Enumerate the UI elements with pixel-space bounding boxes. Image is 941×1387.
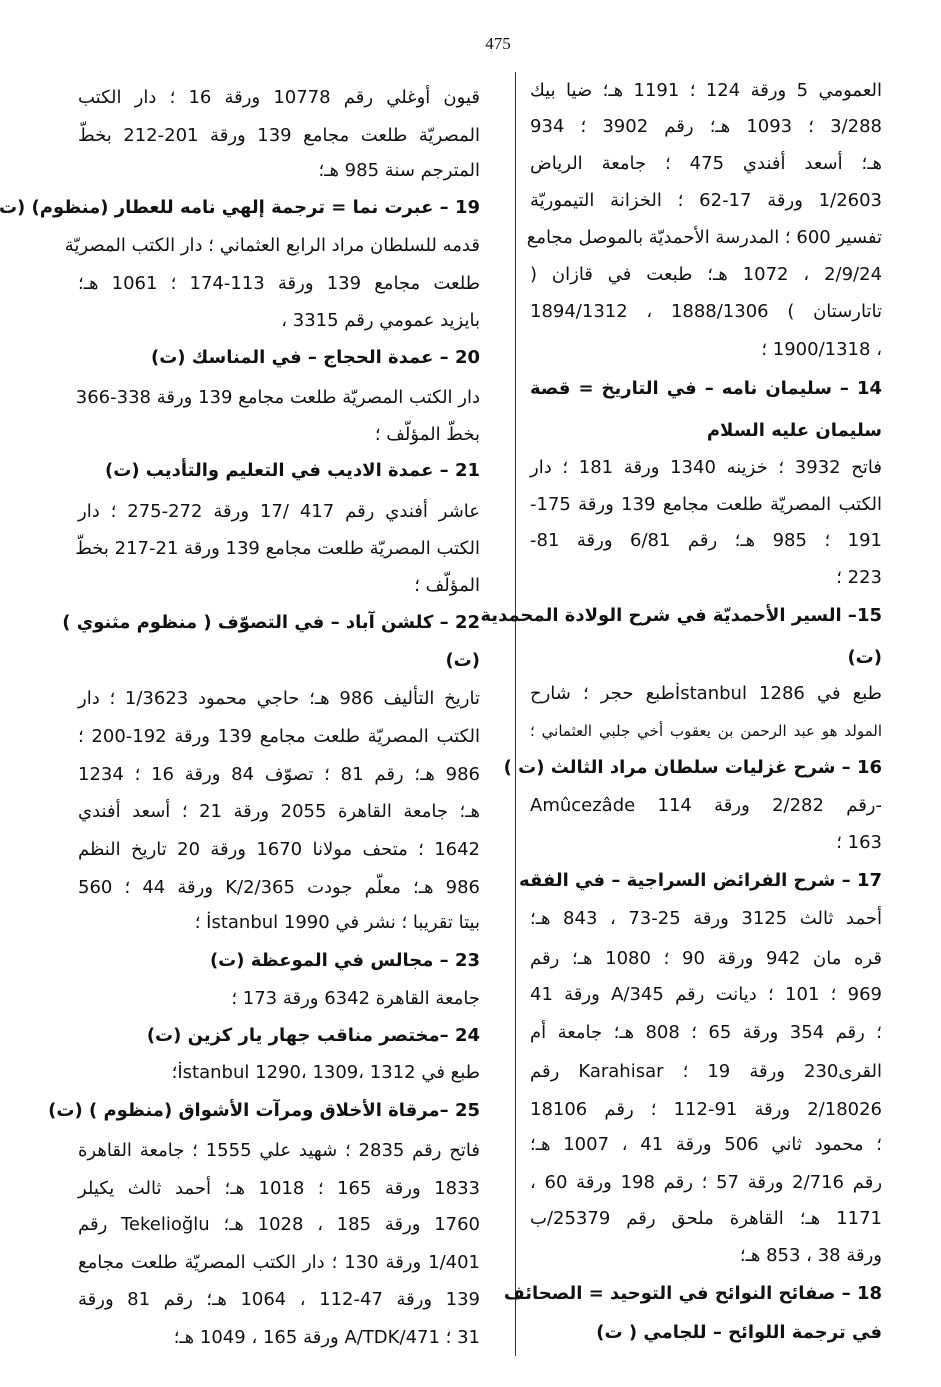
text-line: ورقة 38 ، 853 هـ؛ bbox=[739, 1245, 882, 1266]
text-line: ؛ محمود ثاني 506 ورقة 41 ، 1007 هـ؛ bbox=[530, 1134, 882, 1155]
text-line: بايزيد عمومي رقم 3315 ، bbox=[281, 310, 480, 331]
entry-heading-line: 20 – عمدة الحجاج – في المناسك (ت) bbox=[150, 347, 480, 368]
text-line: طلعت مجامع 139 ورقة 113-174 ؛ 1061 هـ؛ bbox=[78, 273, 480, 294]
text-line: تاتارستان ) 1888/1306 ، 1894/1312 bbox=[530, 301, 882, 322]
text-line: ، 1900/1318 ؛ bbox=[761, 339, 882, 360]
text-line: 986 هـ؛ معلّم جودت 2/365/K ورقة 44 ؛ 560 bbox=[78, 877, 480, 898]
text-line: عاشر أفندي رقم 417 /17 ورقة 272-275 ؛ دا… bbox=[78, 501, 480, 522]
entry-heading-line: 16 – شرح غزليات سلطان مراد الثالث (ت ) bbox=[503, 757, 882, 778]
text-line: تفسير 600 ؛ المدرسة الأحمديّة بالموصل مج… bbox=[526, 227, 882, 248]
text-line: ؛ رقم 354 ورقة 65 ؛ 808 هـ؛ جامعة أم bbox=[530, 1022, 882, 1043]
text-line: القرى230 ورقة 19 ؛ Karahisar رقم bbox=[530, 1061, 883, 1082]
text-line: العمومي 5 ورقة 124 ؛ 1191 هـ؛ ضيا بيك bbox=[530, 80, 882, 101]
text-line: قدمه للسلطان مراد الرابع العثماني ؛ دار … bbox=[64, 235, 480, 256]
text-line: 163 ؛ bbox=[836, 832, 882, 853]
text-line: هـ؛ أسعد أفندي 475 ؛ جامعة الرياض bbox=[530, 153, 882, 174]
text-line: المولد هو عبد الرحمن بن يعقوب أخي جلبي ا… bbox=[530, 722, 882, 740]
entry-heading-line: 22 – كلشن آباد – في التصوّف ( منظوم مثنو… bbox=[62, 612, 480, 633]
entry-heading-line: في ترجمة اللوائح – للجامي ( ت) bbox=[596, 1322, 882, 1343]
entry-heading-line: (ت) bbox=[445, 650, 480, 671]
text-line: Amûcezâde رقم 2/282 ورقة 114- bbox=[530, 795, 882, 816]
entry-heading-line: 18 – صفائح النوائح في التوحيد = الصحائف bbox=[503, 1283, 882, 1304]
text-line: تاريخ التأليف 986 هـ؛ حاجي محمود 1/3623 … bbox=[78, 688, 480, 709]
text-line: 1171 هـ؛ القاهرة ملحق رقم 25379/ب bbox=[530, 1208, 882, 1229]
text-line: المترجم سنة 985 هـ؛ bbox=[318, 160, 480, 181]
text-line: قيون أوغلي رقم 10778 ورقة 16 ؛ دار الكتب bbox=[78, 87, 480, 108]
text-line: الكتب المصريّة طلعت مجامع 139 ورقة 192-2… bbox=[78, 726, 480, 747]
text-line: فاتح رقم 2835 ؛ شهيد علي 1555 ؛ جامعة ال… bbox=[78, 1140, 481, 1161]
text-line: 1/2603 ورقة 17-62 ؛ الخزانة التيموريّة bbox=[530, 190, 882, 211]
text-line: الكتب المصريّة طلعت مجامع 139 ورقة 175- bbox=[530, 494, 882, 515]
page-number: 475 bbox=[485, 34, 511, 53]
text-line: طبع في İstanbul 1286طبع حجر ؛ شارح bbox=[530, 683, 883, 704]
text-line: أحمد ثالث 3125 ورقة 25-73 ، 843 هـ؛ bbox=[530, 908, 882, 929]
text-line: 969 ؛ 101 ؛ ديانت رقم 345/A ورقة 41 bbox=[530, 984, 882, 1005]
text-line: 1/401 ورقة 130 ؛ دار الكتب المصريّة طلعت… bbox=[78, 1252, 480, 1273]
text-line: المصريّة طلعت مجامع 139 ورقة 201-212 بخط… bbox=[78, 125, 481, 146]
entry-heading-line: 14 – سليمان نامه – في التاريخ = قصة bbox=[530, 378, 882, 399]
text-line: 1642 ؛ متحف مولانا 1670 ورقة 20 تاريخ ال… bbox=[78, 839, 480, 860]
entry-heading-line: 21 – عمدة الاديب في التعليم والتأديب (ت) bbox=[105, 460, 480, 481]
entry-heading-line: 19 – عبرت نما = ترجمة إلهي نامه للعطار (… bbox=[0, 197, 480, 218]
text-line: 1833 ورقة 165 ؛ 1018 هـ؛ أحمد ثالث يكيلر bbox=[78, 1178, 480, 1199]
text-line: الكتب المصريّة طلعت مجامع 139 ورقة 21-21… bbox=[75, 538, 480, 559]
text-line: فاتح 3932 ؛ خزينه 1340 ورقة 181 ؛ دار bbox=[530, 457, 882, 478]
text-line: المؤلّف ؛ bbox=[414, 575, 480, 596]
text-line: بيتا تقريبا ؛ نشر في İstanbul 1990 ؛ bbox=[194, 912, 480, 933]
text-line: رقم 2/716 ورقة 57 ؛ رقم 198 ورقة 60 ، bbox=[530, 1172, 883, 1193]
text-line: 31 ؛ 471/A/TDK ورقة 165 ، 1049 هـ؛ bbox=[173, 1327, 480, 1348]
text-line: 1760 ورقة 185 ، 1028 هـ؛ Tekelioğlu رقم bbox=[78, 1214, 480, 1235]
text-line: دار الكتب المصريّة طلعت مجامع 139 ورقة 3… bbox=[75, 387, 480, 408]
text-line: 3/288 ؛ 1093 هـ؛ رقم 3902 ؛ 934 bbox=[530, 116, 882, 137]
text-line: 139 ورقة 47-112 ، 1064 هـ؛ رقم 81 ورقة bbox=[78, 1289, 480, 1310]
entry-heading-line: 25 –مرقاة الأخلاق ومرآت الأشواق (منظوم )… bbox=[48, 1100, 480, 1121]
entry-heading-line: سليمان عليه السلام bbox=[706, 420, 882, 441]
entry-heading-line: 23 – مجالس في الموعظة (ت) bbox=[209, 950, 480, 971]
text-line: 986 هـ؛ رقم 81 ؛ تصوّف 84 ورقة 16 ؛ 1234 bbox=[78, 764, 480, 785]
text-line: بخطّ المؤلّف ؛ bbox=[374, 424, 480, 445]
text-line: هـ؛ جامعة القاهرة 2055 ورقة 21 ؛ أسعد أف… bbox=[78, 801, 480, 822]
text-line: جامعة القاهرة 6342 ورقة 173 ؛ bbox=[231, 988, 480, 1009]
entry-heading-line: (ت) bbox=[847, 647, 882, 668]
entry-heading-line: 24 –مختصر مناقب جهار يار كزين (ت) bbox=[146, 1025, 480, 1046]
entry-heading-line: 17 – شرح الفرائض السراجية – في الفقه bbox=[519, 870, 882, 891]
entry-heading-line: 15– السير الأحمديّة في شرح الولادة المحم… bbox=[480, 605, 882, 626]
text-line: 191 ؛ 985 هـ؛ رقم 6/81 ورقة 81- bbox=[530, 530, 882, 551]
text-line: طبع في İstanbul 1290، 1309، 1312؛ bbox=[171, 1062, 480, 1083]
text-line: 223 ؛ bbox=[836, 567, 882, 588]
text-line: قره مان 942 ورقة 90 ؛ 1080 هـ؛ رقم bbox=[530, 948, 882, 969]
text-line: 2/18026 ورقة 91-112 ؛ رقم 18106 bbox=[530, 1099, 882, 1120]
text-line: 2/9/24 ، 1072 هـ؛ طبعت في قازان ( bbox=[530, 264, 883, 285]
column-divider bbox=[515, 72, 516, 1356]
